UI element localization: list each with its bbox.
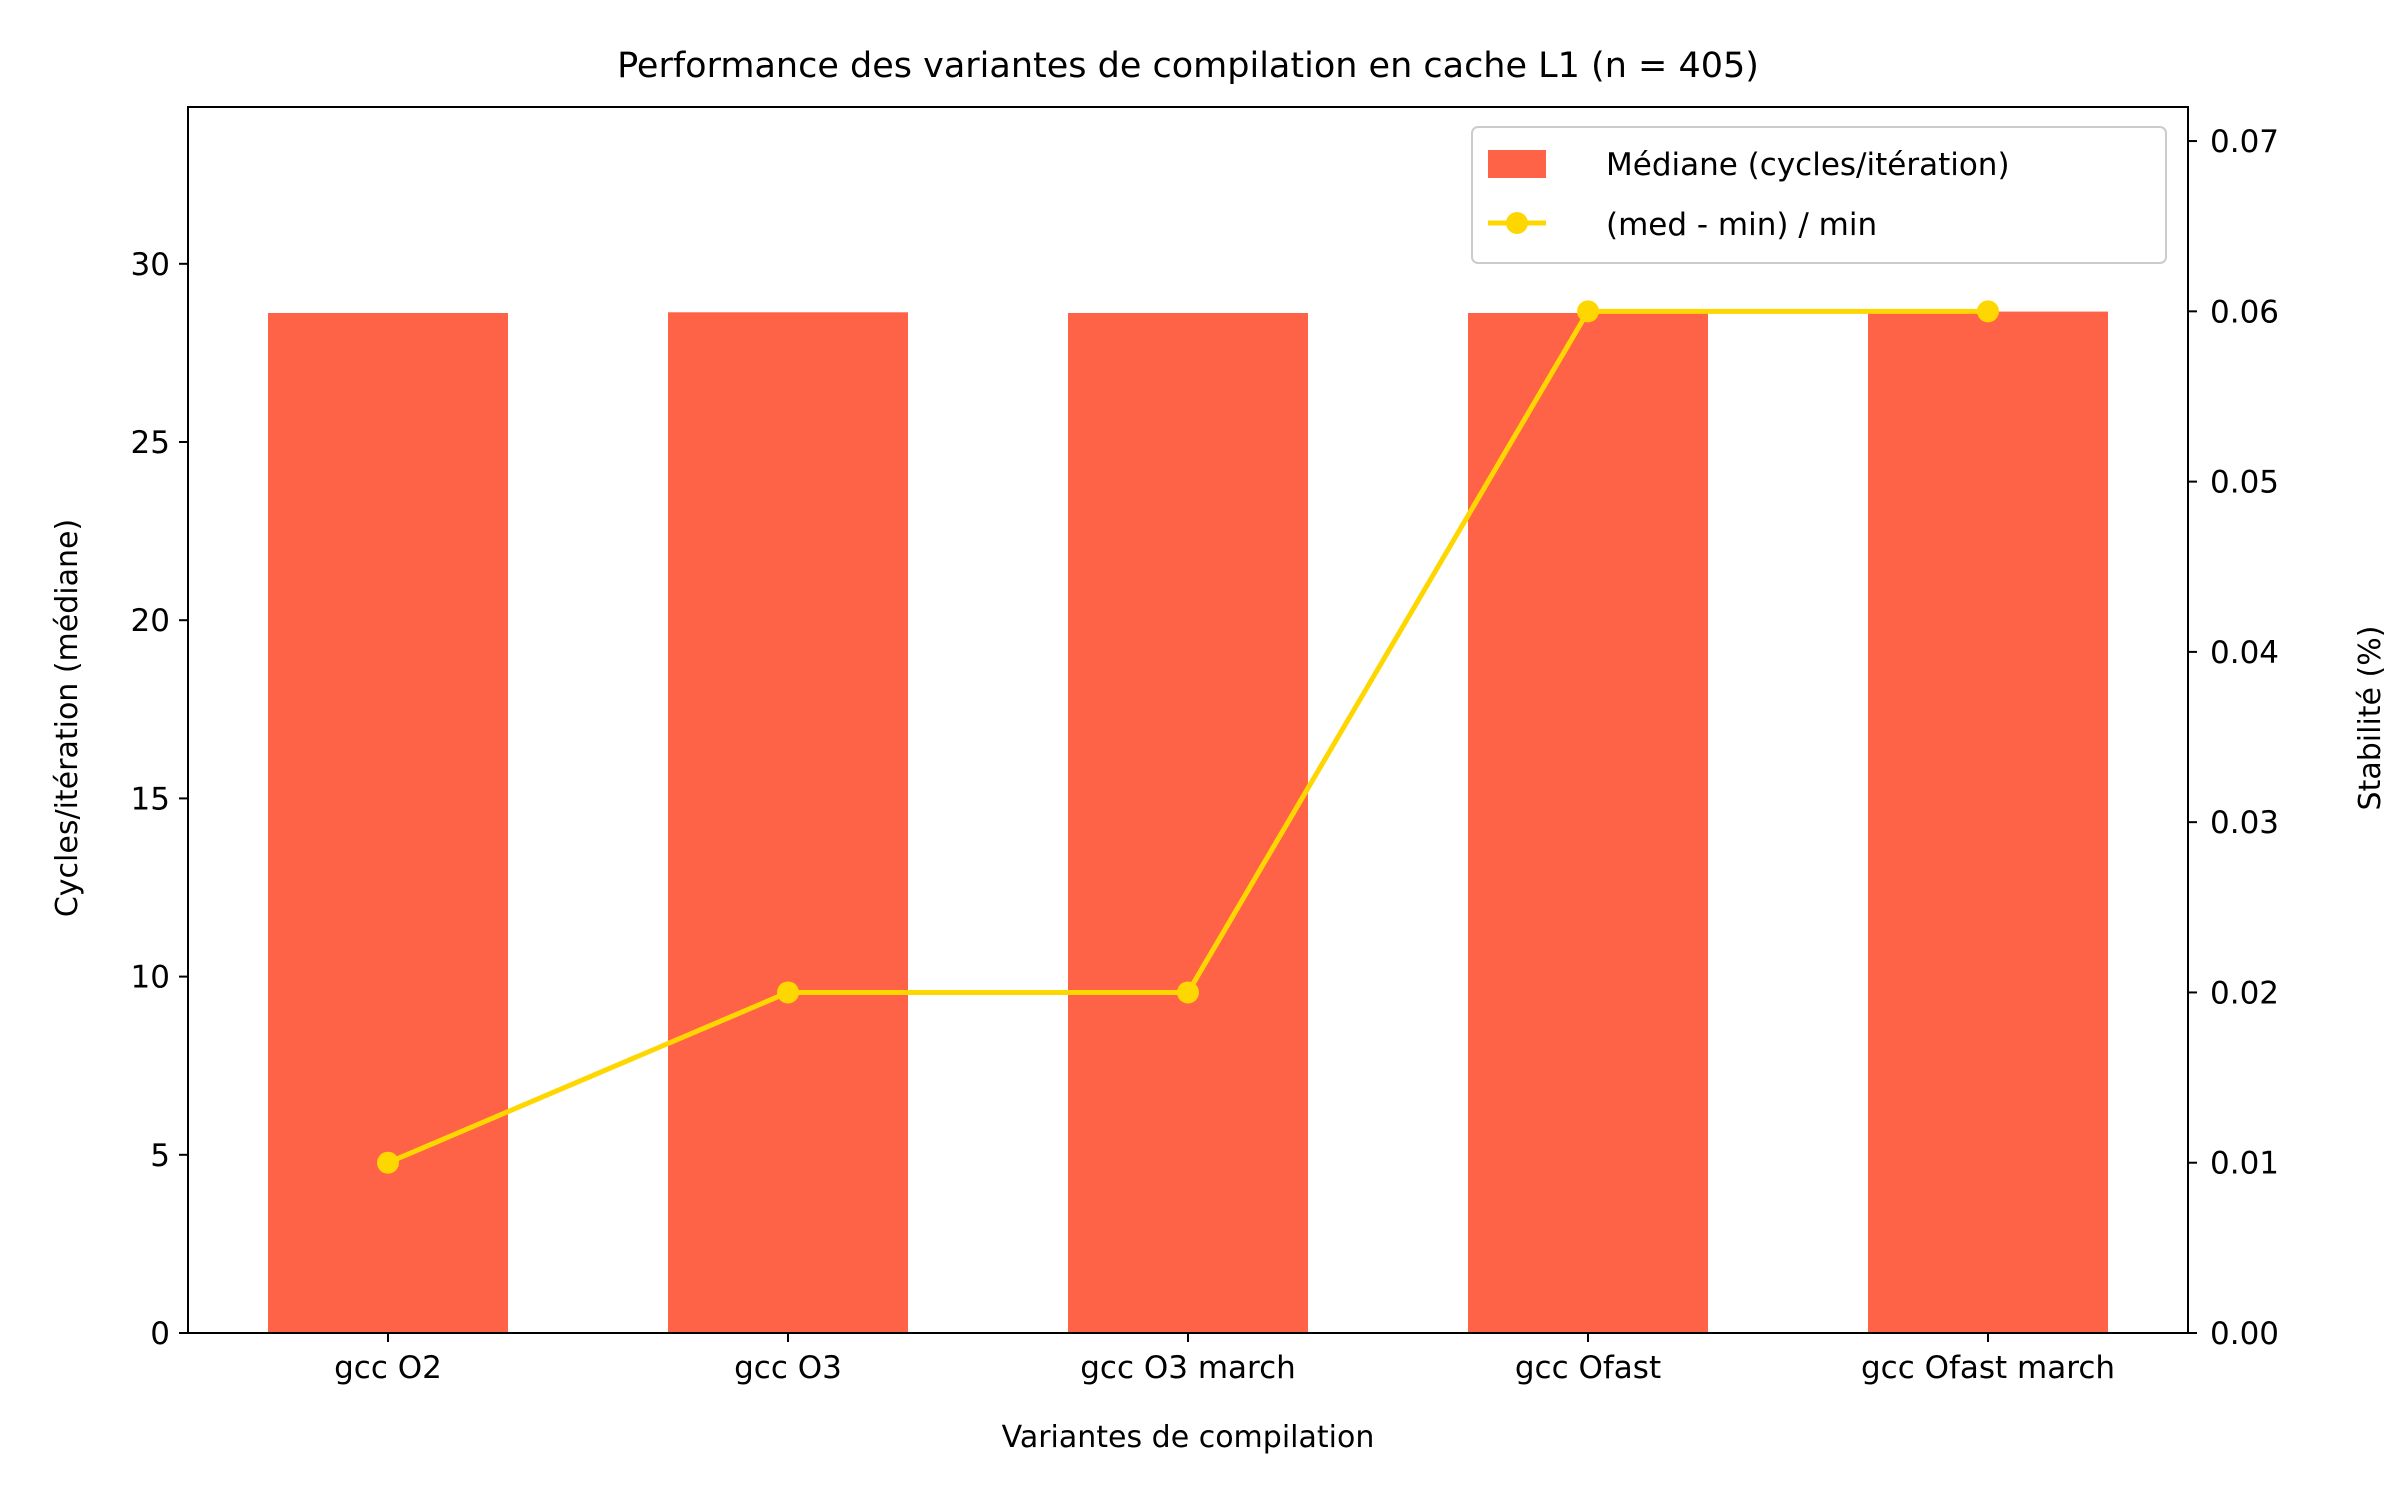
y2-axis-label: Stabilité (%) — [2353, 626, 2388, 811]
bar-5 — [1868, 311, 2108, 1333]
y-tick-label: 30 — [131, 247, 170, 283]
x-tick-label: gcc O3 — [734, 1350, 842, 1386]
stability-point-1 — [377, 1151, 399, 1174]
x-axis-label: Variantes de compilation — [1002, 1420, 1375, 1455]
y-tick-label: 0 — [150, 1316, 170, 1352]
legend-swatch-median-bar — [1488, 150, 1546, 178]
y2-tick-label: 0.02 — [2210, 975, 2279, 1011]
bars-layer — [268, 311, 2108, 1334]
ticks-layer: 0 5 10 15 20 25 30 0.00 0.01 0.02 0.03 0.04 0.05 0.06… — [131, 124, 2279, 1386]
y2-tick-label: 0.03 — [2210, 805, 2279, 841]
y-axis-label: Cycles/itération (médiane) — [50, 519, 85, 917]
y2-tick-label: 0.05 — [2210, 465, 2279, 501]
chart-title: Performance des variantes de compilation… — [617, 46, 1759, 86]
legend-label-stability: (med - min) / min — [1606, 207, 1877, 243]
stability-line-layer — [377, 300, 1999, 1174]
y2-tick-label: 0.07 — [2210, 124, 2279, 160]
x-tick-label: gcc Ofast — [1515, 1350, 1661, 1386]
legend-label-median: Médiane (cycles/itération) — [1606, 147, 2010, 183]
stability-point-3 — [1177, 981, 1199, 1004]
y-tick-label: 25 — [131, 425, 170, 461]
y-tick-label: 20 — [131, 603, 170, 639]
bar-2 — [668, 312, 908, 1334]
y-tick-label: 10 — [131, 960, 170, 996]
bar-4 — [1468, 312, 1708, 1333]
x-tick-label: gcc O2 — [334, 1350, 442, 1386]
bar-3 — [1068, 312, 1308, 1333]
y-tick-label: 5 — [150, 1138, 170, 1174]
y2-tick-label: 0.01 — [2210, 1146, 2279, 1182]
y2-tick-label: 0.00 — [2210, 1316, 2279, 1352]
y2-tick-label: 0.04 — [2210, 635, 2279, 671]
bar-1 — [268, 312, 508, 1333]
y-tick-label: 15 — [131, 781, 170, 817]
x-tick-label: gcc Ofast march — [1861, 1350, 2115, 1386]
stability-point-5 — [1977, 300, 1999, 323]
x-tick-label: gcc O3 march — [1080, 1350, 1296, 1386]
legend-swatch-stability-marker — [1506, 212, 1528, 234]
y2-tick-label: 0.06 — [2210, 294, 2279, 330]
stability-point-4 — [1577, 300, 1599, 323]
stability-point-2 — [777, 981, 799, 1004]
legend-frame — [1471, 126, 2167, 264]
legend: Médiane (cycles/itération) (med - min) /… — [1471, 126, 2167, 264]
